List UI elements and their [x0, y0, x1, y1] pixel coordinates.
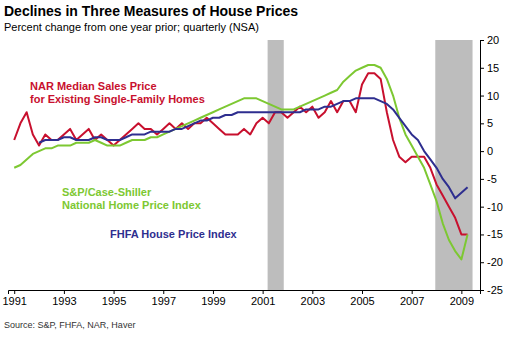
x-tick-label: 1999 [201, 295, 225, 307]
x-tick: 1993 [52, 290, 76, 307]
y-tick-label: -25 [487, 284, 503, 296]
x-tick: 1997 [152, 290, 176, 307]
y-tick: -15 [480, 228, 503, 240]
x-tick-mark [114, 290, 115, 294]
y-axis-line [481, 41, 485, 291]
x-tick-mark [362, 290, 363, 294]
x-tick-mark [412, 290, 413, 294]
x-tick: 1999 [201, 290, 225, 307]
y-tick-label: -20 [487, 256, 503, 268]
series-line [14, 73, 467, 234]
title: Declines in Three Measures of House Pric… [4, 3, 298, 19]
x-tick-label: 1997 [152, 295, 176, 307]
y-tick: -5 [480, 173, 497, 185]
x-tick-mark [213, 290, 214, 294]
y-tick-label: -15 [487, 228, 503, 240]
y-tick-mark [480, 179, 484, 180]
series-label-line: S&P/Case-Shiller [62, 186, 152, 198]
chart: Declines in Three Measures of House Pric… [0, 0, 510, 349]
series-label: S&P/Case-ShillerNational Home Price Inde… [62, 186, 202, 211]
series-label-line: National Home Price Index [62, 199, 202, 211]
shaded-period [435, 40, 472, 290]
y-tick-label: 15 [487, 62, 499, 74]
x-tick: 2005 [350, 290, 374, 307]
y-tick-label: -5 [487, 173, 497, 185]
x-tick-mark [64, 290, 65, 294]
y-tick: 0 [480, 145, 493, 157]
x-tick: 2001 [251, 290, 275, 307]
x-tick: 2007 [400, 290, 424, 307]
y-tick-mark [480, 68, 484, 69]
y-tick-mark [480, 234, 484, 235]
x-tick-label: 2003 [301, 295, 325, 307]
source: Source: S&P, FHFA, NAR, Haver [4, 320, 135, 330]
y-tick-mark [480, 123, 484, 124]
y-tick-label: 5 [487, 117, 493, 129]
y-axis: -25 -20 -15 -10 -5 0 5 10 15 20 [480, 34, 503, 296]
series-label-line: FHFA House Price Index [110, 228, 238, 240]
y-tick-label: 20 [487, 34, 499, 46]
y-tick: 20 [480, 34, 499, 46]
x-tick-label: 1991 [2, 295, 26, 307]
x-tick-mark [163, 290, 164, 294]
x-tick-mark [461, 290, 462, 294]
x-tick-label: 2005 [350, 295, 374, 307]
plot-area [14, 40, 472, 290]
shaded-period [268, 40, 284, 290]
series-line [14, 65, 467, 259]
y-tick: 10 [480, 90, 499, 102]
y-tick-label: -10 [487, 201, 503, 213]
y-tick: -20 [480, 256, 503, 268]
x-tick-label: 1993 [52, 295, 76, 307]
series-line [39, 98, 468, 198]
subtitle: Percent change from one year prior; quar… [4, 21, 259, 33]
x-tick: 2009 [450, 290, 474, 307]
series-label-line: NAR Median Sales Price [30, 80, 157, 92]
y-tick: -25 [480, 284, 503, 296]
y-tick-label: 10 [487, 90, 499, 102]
y-tick-mark [480, 96, 484, 97]
x-tick: 1995 [102, 290, 126, 307]
y-tick-mark [480, 40, 484, 41]
x-tick-mark [312, 290, 313, 294]
x-tick-mark [14, 290, 15, 294]
x-tick-label: 2001 [251, 295, 275, 307]
x-tick: 1991 [2, 290, 26, 307]
y-tick: -10 [480, 201, 503, 213]
x-tick-mark [263, 290, 264, 294]
y-tick-mark [480, 262, 484, 263]
y-tick-mark [480, 207, 484, 208]
x-tick-label: 1995 [102, 295, 126, 307]
x-axis: 1991 1993 1995 1997 1999 2001 2003 2005 2007 2009 [2, 290, 480, 307]
y-tick: 5 [480, 117, 493, 129]
x-tick-label: 2007 [400, 295, 424, 307]
series-label-line: for Existing Single-Family Homes [30, 93, 205, 105]
y-tick-mark [480, 151, 484, 152]
x-tick: 2003 [301, 290, 325, 307]
y-tick: 15 [480, 62, 499, 74]
x-axis-line [9, 291, 481, 295]
x-tick-label: 2009 [450, 295, 474, 307]
y-tick-label: 0 [487, 145, 493, 157]
series-label: NAR Median Sales Pricefor Existing Singl… [30, 80, 205, 105]
series-label: FHFA House Price Index [110, 228, 238, 240]
